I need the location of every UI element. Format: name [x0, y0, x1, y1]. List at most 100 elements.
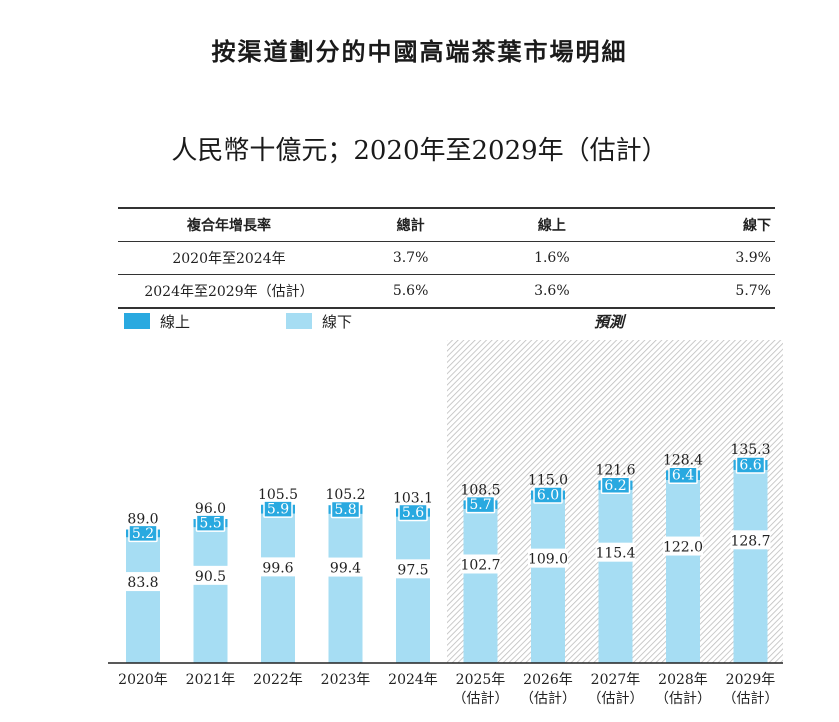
legend-offline-label: 線下	[322, 312, 353, 331]
forecast-label: 預測	[594, 313, 625, 331]
total-value-label: 121.6	[595, 463, 635, 479]
offline-label-box	[528, 548, 568, 568]
cagr-total: 3.7%	[340, 241, 482, 275]
offline-value-label: 109.0	[528, 552, 568, 568]
offline-value-label: 122.0	[663, 540, 703, 556]
online-label-box	[465, 495, 496, 514]
cagr-online: 3.6%	[481, 274, 623, 309]
legend-offline: 線下	[286, 311, 352, 331]
x-tick-note: （估計）	[588, 691, 644, 707]
cagr-table: 複合年增長率 總計 線上 線下 2020年至2024年 3.7% 1.6% 3.…	[118, 207, 775, 309]
x-tick-label: 2028年	[658, 672, 708, 688]
offline-label-box	[261, 557, 295, 577]
online-label-box	[128, 524, 158, 543]
legend-online-swatch	[124, 313, 150, 329]
bar-offline	[666, 480, 700, 663]
x-tick-label: 2029年	[726, 672, 776, 688]
x-tick-note: （估計）	[453, 691, 509, 707]
offline-value-label: 128.7	[730, 533, 770, 549]
total-value-label: 135.3	[730, 442, 770, 458]
cagr-row: 2024年至2029年（估計） 5.6% 3.6% 5.7%	[118, 274, 775, 309]
bar-offline	[261, 513, 295, 663]
cagr-period: 2024年至2029年（估計）	[118, 274, 340, 309]
offline-label-box	[328, 557, 363, 577]
offline-label-box	[396, 559, 430, 579]
offline-label-box	[595, 542, 636, 562]
x-tick-label: 2020年	[118, 672, 168, 688]
offline-label-box	[730, 530, 771, 550]
offline-label-box	[460, 554, 501, 574]
total-value-label: 89.0	[127, 512, 158, 528]
x-tick-label: 2026年	[523, 672, 573, 688]
total-value-label: 105.2	[325, 487, 365, 503]
bar-offline	[396, 516, 430, 663]
cagr-online: 1.6%	[481, 241, 623, 275]
x-tick-label: 2025年	[456, 672, 506, 688]
bar-offline	[126, 537, 160, 663]
chart-subtitle: 人民幣十億元；2020年至2029年（估計）	[171, 136, 668, 166]
total-value-label: 115.0	[528, 473, 568, 489]
x-tick-note: （估計）	[655, 691, 711, 707]
online-label-box	[668, 466, 698, 484]
online-label-box	[398, 503, 428, 522]
legend-online: 線上	[124, 311, 190, 331]
total-value-label: 96.0	[195, 501, 226, 517]
legend-online-label: 線上	[160, 312, 191, 331]
total-value-label: 128.4	[663, 452, 703, 468]
legend-offline-swatch	[286, 313, 312, 329]
online-value-label: 5.7	[469, 497, 491, 513]
cagr-header-period: 複合年增長率	[118, 207, 340, 242]
bar-offline	[193, 527, 228, 663]
cagr-header-online: 線上	[481, 207, 623, 242]
offline-value-label: 97.5	[397, 562, 428, 578]
offline-value-label: 102.7	[460, 557, 500, 573]
total-value-label: 103.1	[393, 490, 433, 506]
offline-value-label: 83.8	[127, 575, 158, 591]
cagr-period: 2020年至2024年	[118, 241, 340, 275]
x-tick-label: 2022年	[253, 672, 303, 688]
cagr-header-row: 複合年增長率 總計 線上 線下	[118, 207, 775, 242]
cagr-offline: 5.7%	[622, 274, 775, 309]
chart-title: 按渠道劃分的中國高端茶葉市場明細	[211, 38, 628, 66]
x-tick-note: （估計）	[723, 691, 779, 707]
online-label-box	[263, 500, 293, 518]
online-value-label: 5.2	[132, 526, 154, 542]
online-value-label: 5.9	[267, 502, 289, 518]
online-value-label: 5.8	[334, 502, 356, 518]
x-tick-label: 2024年	[388, 672, 438, 688]
online-label-box	[330, 500, 361, 519]
offline-label-box	[663, 536, 703, 556]
online-label-box	[533, 486, 563, 504]
cagr-offline: 3.9%	[622, 241, 775, 275]
online-value-label: 6.0	[537, 488, 559, 504]
cagr-row: 2020年至2024年 3.7% 1.6% 3.9%	[118, 241, 775, 275]
online-label-box	[195, 514, 226, 532]
online-value-label: 6.6	[739, 458, 761, 474]
cagr-header-offline: 線下	[622, 207, 775, 242]
online-value-label: 5.5	[199, 516, 221, 532]
offline-value-label: 99.4	[330, 561, 361, 577]
bar-offline	[463, 508, 498, 663]
x-tick-label: 2027年	[591, 672, 641, 688]
x-tick-note: （估計）	[520, 691, 576, 707]
online-label-box	[600, 476, 631, 494]
offline-value-label: 115.4	[595, 546, 635, 562]
online-value-label: 6.2	[604, 478, 626, 494]
total-value-label: 105.5	[258, 487, 298, 503]
online-label-box	[735, 456, 766, 474]
online-value-label: 5.6	[402, 505, 424, 521]
offline-label-box	[126, 572, 160, 592]
offline-label-box	[193, 565, 228, 585]
x-tick-label: 2021年	[186, 672, 236, 688]
offline-value-label: 90.5	[195, 569, 226, 585]
x-tick-label: 2023年	[321, 672, 371, 688]
bar-offline	[733, 469, 768, 663]
cagr-total: 5.6%	[340, 274, 482, 309]
cagr-header-total: 總計	[340, 207, 482, 242]
online-value-label: 6.4	[672, 468, 694, 484]
bar-offline	[531, 499, 565, 663]
bar-offline	[598, 489, 633, 663]
total-value-label: 108.5	[460, 482, 500, 498]
bar-offline	[328, 513, 363, 663]
